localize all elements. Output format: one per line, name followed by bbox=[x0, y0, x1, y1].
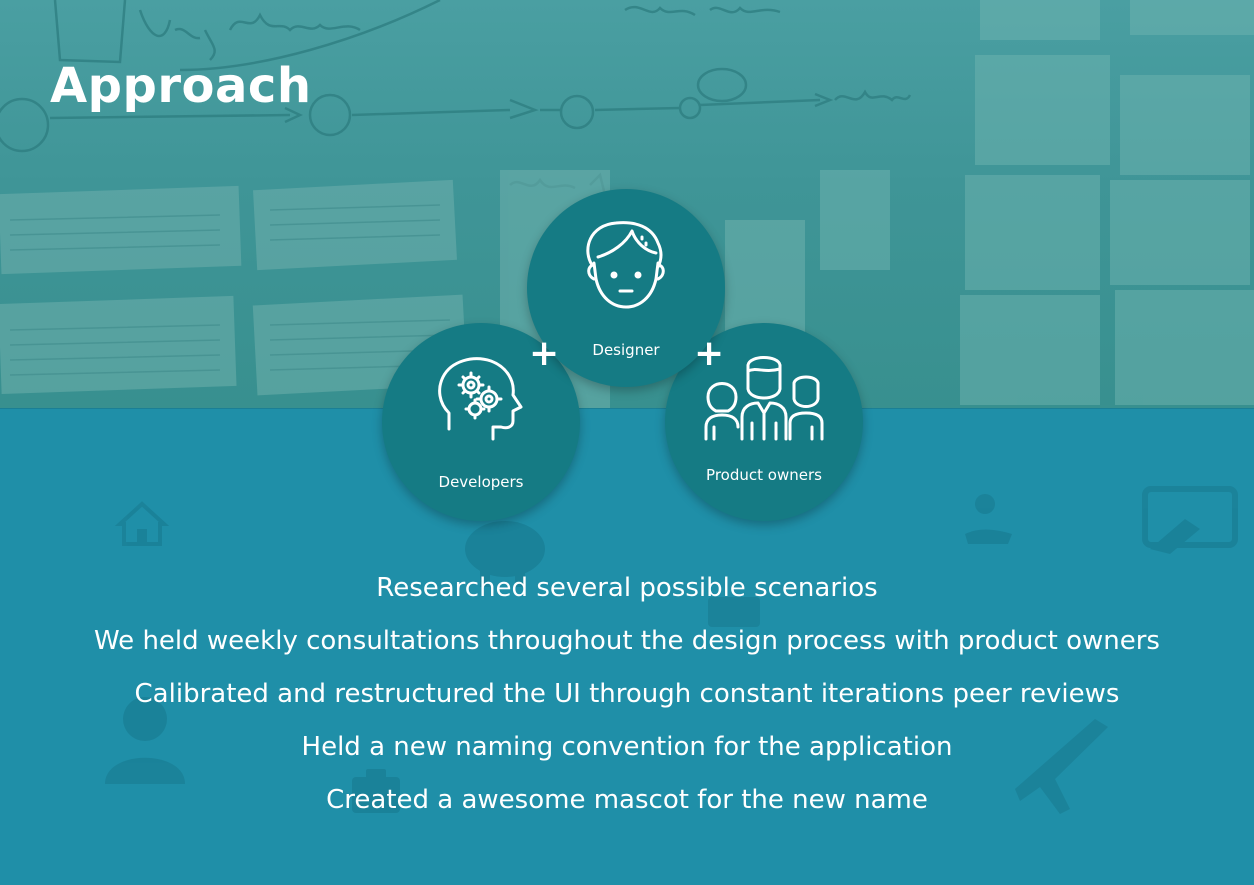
list-item: Created a awesome mascot for the new nam… bbox=[326, 785, 928, 815]
developers-label: Developers bbox=[438, 473, 524, 491]
plus-icon-left: + bbox=[529, 333, 560, 374]
hand-coin-icon bbox=[965, 494, 1012, 544]
approach-points-list: Researched several possible scenarios We… bbox=[0, 562, 1254, 827]
airplane-icon bbox=[1015, 719, 1108, 814]
plus-icon-right: + bbox=[694, 333, 725, 374]
credit-card-hand-icon bbox=[1142, 486, 1238, 554]
list-item: Researched several possible scenarios bbox=[376, 573, 878, 603]
slide-title: Approach bbox=[50, 58, 312, 114]
people-group-icon bbox=[704, 356, 824, 441]
developers-circle: Developers bbox=[382, 323, 580, 521]
briefcase-icon bbox=[352, 769, 400, 813]
person-icon bbox=[105, 697, 185, 784]
product-owners-label: Product owners bbox=[706, 466, 822, 484]
brain-gears-icon bbox=[438, 357, 523, 441]
designer-label: Designer bbox=[592, 341, 660, 359]
section-divider bbox=[0, 408, 1254, 409]
background-decorative-icons bbox=[105, 486, 1238, 814]
list-item: We held weekly consultations throughout … bbox=[94, 626, 1160, 656]
list-item: Held a new naming convention for the app… bbox=[301, 732, 953, 762]
visa-card-icon bbox=[708, 597, 760, 627]
house-icon bbox=[114, 501, 170, 546]
list-item: Calibrated and restructured the UI throu… bbox=[134, 679, 1120, 709]
product-owners-circle: Product owners bbox=[665, 323, 863, 521]
designer-face-icon bbox=[586, 221, 665, 309]
piggy-bank-icon bbox=[465, 521, 545, 587]
designer-circle: Designer bbox=[527, 189, 725, 387]
